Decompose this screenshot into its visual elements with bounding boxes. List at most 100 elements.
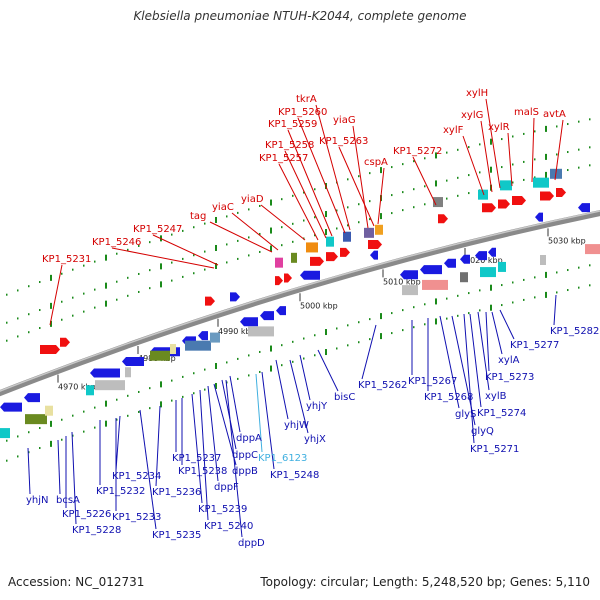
gene-label-bcsa[interactable]: bcsA <box>56 495 80 506</box>
gene-label-xylh[interactable]: xylH <box>466 88 488 99</box>
gene-label-mals[interactable]: malS <box>514 107 539 118</box>
gene-label-kp1_5248[interactable]: KP1_5248 <box>270 470 319 481</box>
gene-label-kp1_5235[interactable]: KP1_5235 <box>152 530 201 541</box>
strand-dot <box>72 414 74 417</box>
strand-dot <box>39 309 41 312</box>
strand-dot <box>39 327 41 330</box>
gene-box <box>275 257 283 268</box>
strand-dot <box>237 239 239 242</box>
gene-label-xyla[interactable]: xylA <box>498 355 520 366</box>
gene-label-kp1_5257[interactable]: KP1_5257 <box>259 153 308 164</box>
strand-dot <box>248 236 250 239</box>
leader-line <box>480 120 493 193</box>
gene-label-kp1_6123[interactable]: KP1_6123 <box>258 453 307 464</box>
gene-label-kp1_5258[interactable]: KP1_5258 <box>265 140 314 151</box>
gene-label-kp1_5263[interactable]: KP1_5263 <box>319 136 368 147</box>
gene-label-xylr[interactable]: xylR <box>488 122 510 133</box>
gene-label-yiac[interactable]: yiaC <box>212 202 234 213</box>
strand-dotted-lines <box>6 118 591 462</box>
leader-line <box>361 324 377 380</box>
gene-label-yhjw[interactable]: yhjW <box>284 420 309 431</box>
leader-line <box>152 234 219 266</box>
gene-label-kp1_5277[interactable]: KP1_5277 <box>510 340 559 351</box>
gene-label-kp1_5282[interactable]: KP1_5282 <box>550 326 599 337</box>
strand-dot <box>512 163 514 166</box>
gene-label-dppc[interactable]: dppC <box>232 450 258 461</box>
gene-label-yhjx[interactable]: yhjX <box>304 434 326 445</box>
strand-dot <box>259 232 261 235</box>
gene-label-glys[interactable]: glyS <box>455 409 476 420</box>
gene-arrow <box>326 252 338 262</box>
strand-dot <box>61 418 63 421</box>
strand-dot <box>369 200 371 203</box>
strand-dot <box>17 335 19 338</box>
gene-label-kp1_5247[interactable]: KP1_5247 <box>133 224 182 235</box>
strand-dot <box>578 266 580 269</box>
strand-dot <box>28 451 30 454</box>
gene-label-kp1_5262[interactable]: KP1_5262 <box>358 380 407 391</box>
gene-label-kp1_5231[interactable]: KP1_5231 <box>42 254 91 265</box>
gene-label-kp1_5233[interactable]: KP1_5233 <box>112 512 161 523</box>
gene-label-glyq[interactable]: glyQ <box>471 426 494 437</box>
strand-dot <box>578 166 580 169</box>
leader-line <box>462 135 485 196</box>
gene-label-kp1_5234[interactable]: KP1_5234 <box>112 471 161 482</box>
gene-label-kp1_5246[interactable]: KP1_5246 <box>92 237 141 248</box>
leader-line <box>485 311 490 372</box>
gene-label-dppf[interactable]: dppF <box>214 482 239 493</box>
scale-tick-label: 5010 kbp <box>383 277 421 286</box>
gene-label-kp1_5273[interactable]: KP1_5273 <box>485 372 534 383</box>
gene-label-kp1_5272[interactable]: KP1_5272 <box>393 146 442 157</box>
gene-label-yiag[interactable]: yiaG <box>333 115 356 126</box>
strand-dot <box>127 414 129 417</box>
gene-label-tag[interactable]: tag <box>190 211 206 222</box>
gene-label-kp1_5232[interactable]: KP1_5232 <box>96 486 145 497</box>
gene-arrow <box>276 306 286 316</box>
gene-label-dppb[interactable]: dppB <box>232 466 258 477</box>
strand-dot <box>578 286 580 289</box>
strand-dot <box>523 132 525 135</box>
strand-dot <box>336 347 338 350</box>
genome-backbone <box>0 209 600 397</box>
gene-label-xylf[interactable]: xylF <box>443 125 464 136</box>
gene-label-kp1_5259[interactable]: KP1_5259 <box>268 119 317 130</box>
gene-label-kp1_5274[interactable]: KP1_5274 <box>477 408 526 419</box>
gene-label-cspa[interactable]: cspA <box>364 157 388 168</box>
gene-label-kp1_5237[interactable]: KP1_5237 <box>172 453 221 464</box>
strand-dot <box>215 362 217 369</box>
gene-box <box>45 405 53 416</box>
gene-label-yiad[interactable]: yiaD <box>241 194 264 205</box>
gene-label-tkra[interactable]: tkrA <box>296 94 317 105</box>
strand-dot <box>391 194 393 197</box>
gene-label-kp1_5260[interactable]: KP1_5260 <box>278 107 327 118</box>
strand-dot <box>182 375 184 378</box>
gene-label-kp1_5226[interactable]: KP1_5226 <box>62 509 111 520</box>
gene-label-yhjn[interactable]: yhjN <box>26 495 49 506</box>
gene-label-dppa[interactable]: dppA <box>236 433 262 444</box>
gene-label-bisc[interactable]: bisC <box>334 392 355 403</box>
gene-label-kp1_5239[interactable]: KP1_5239 <box>198 504 247 515</box>
genome-summary: Topology: circular; Length: 5,248,520 bp… <box>260 575 590 589</box>
gene-label-xylg[interactable]: xylG <box>461 110 483 121</box>
leader-line <box>213 383 237 466</box>
strand-dot <box>479 171 481 174</box>
gene-label-kp1_5236[interactable]: KP1_5236 <box>152 487 201 498</box>
strand-dot <box>50 440 52 447</box>
gene-arrow <box>284 273 292 283</box>
leader-line <box>284 150 327 239</box>
gene-label-kp1_5267[interactable]: KP1_5267 <box>408 376 457 387</box>
gene-label-xylb[interactable]: xylB <box>485 391 507 402</box>
strand-dot <box>61 438 63 441</box>
gene-label-avta[interactable]: avtA <box>543 109 566 120</box>
strand-dot <box>193 372 195 375</box>
gene-label-dppd[interactable]: dppD <box>238 538 265 549</box>
strand-dot <box>424 203 426 206</box>
gene-label-kp1_5268[interactable]: KP1_5268 <box>424 392 473 403</box>
gene-label-kp1_5271[interactable]: KP1_5271 <box>470 444 519 455</box>
gene-label-kp1_5228[interactable]: KP1_5228 <box>72 525 121 536</box>
gene-label-yhjy[interactable]: yhjY <box>306 401 328 412</box>
gene-box <box>422 279 448 290</box>
gene-label-kp1_5240[interactable]: KP1_5240 <box>204 521 253 532</box>
strand-dot <box>402 191 404 194</box>
gene-label-kp1_5238[interactable]: KP1_5238 <box>178 466 227 477</box>
